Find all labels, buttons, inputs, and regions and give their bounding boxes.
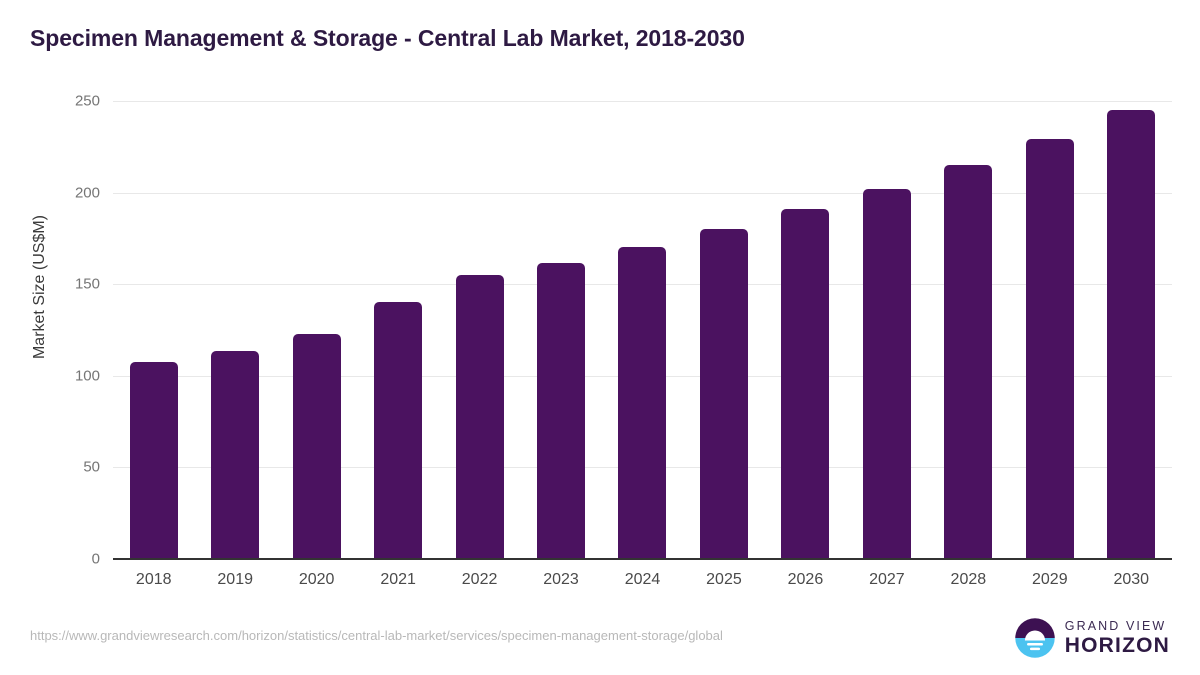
bar-2021[interactable]	[374, 301, 423, 559]
bar-slot	[194, 101, 275, 559]
bar-slot	[113, 101, 194, 559]
gridline-250	[113, 101, 1172, 102]
bar-slot	[928, 101, 1009, 559]
x-tick-label: 2026	[787, 571, 824, 588]
brand-logo: GRAND VIEW HORIZON	[1014, 617, 1170, 659]
x-tick-label: 2022	[461, 571, 498, 588]
bar-2023[interactable]	[537, 263, 586, 559]
logo-text: GRAND VIEW HORIZON	[1065, 620, 1170, 657]
bar-2028[interactable]	[944, 165, 993, 559]
y-tick-label: 250	[74, 92, 100, 110]
bar-2022[interactable]	[455, 275, 504, 559]
bar-slot	[846, 101, 927, 559]
bar-2027[interactable]	[862, 188, 911, 559]
bar-2025[interactable]	[699, 229, 748, 559]
bar-2026[interactable]	[781, 209, 830, 559]
x-axis-ticks: 2018 2019 2020 2021 2022 2023 2024 2025 2026 2027…	[113, 571, 1172, 597]
plot-area	[113, 101, 1172, 559]
bar-slot	[439, 101, 520, 559]
x-tick-label: 2025	[706, 571, 742, 588]
y-tick-label: 150	[74, 275, 100, 293]
x-tick-label: 2018	[135, 571, 172, 588]
bar-2018[interactable]	[129, 362, 178, 559]
bar-slot	[276, 101, 357, 559]
y-axis-ticks: 0 50 100 150 200 250	[38, 93, 100, 568]
y-tick-label: 200	[74, 184, 100, 202]
x-tick-label: 2030	[1113, 571, 1150, 588]
x-tick-label: 2023	[543, 571, 579, 588]
bar-slot	[683, 101, 764, 559]
bar-slot	[1091, 101, 1172, 559]
page-title: Specimen Management & Storage - Central …	[30, 25, 745, 51]
bar-slot	[602, 101, 683, 559]
x-tick-label: 2024	[624, 571, 661, 588]
source-url[interactable]: https://www.grandviewresearch.com/horizo…	[30, 628, 723, 643]
bar-slot	[357, 101, 438, 559]
logo-line-grand-view: GRAND VIEW	[1064, 618, 1167, 633]
horizon-logo-icon	[1015, 618, 1055, 658]
x-tick-label: 2021	[380, 571, 416, 588]
x-tick-label: 2020	[298, 571, 335, 588]
y-tick-label: 50	[83, 458, 100, 476]
bar-slot	[520, 101, 601, 559]
bar-2019[interactable]	[211, 351, 260, 559]
x-tick-label: 2028	[950, 571, 987, 588]
x-tick-label: 2019	[217, 571, 253, 588]
gridline-200	[113, 192, 1172, 194]
bar-slot	[1009, 101, 1090, 559]
y-tick-label: 100	[74, 367, 100, 385]
x-tick-label: 2027	[869, 571, 905, 588]
logo-line-horizon: HORIZON	[1064, 634, 1170, 658]
bar-2024[interactable]	[618, 246, 667, 559]
bar-2030[interactable]	[1107, 110, 1156, 559]
x-axis-line	[113, 558, 1172, 560]
bar-2029[interactable]	[1025, 139, 1074, 559]
bar-slot	[765, 101, 846, 559]
y-tick-label: 0	[91, 550, 100, 568]
bar-2020[interactable]	[292, 333, 341, 559]
x-tick-label: 2029	[1032, 571, 1068, 588]
